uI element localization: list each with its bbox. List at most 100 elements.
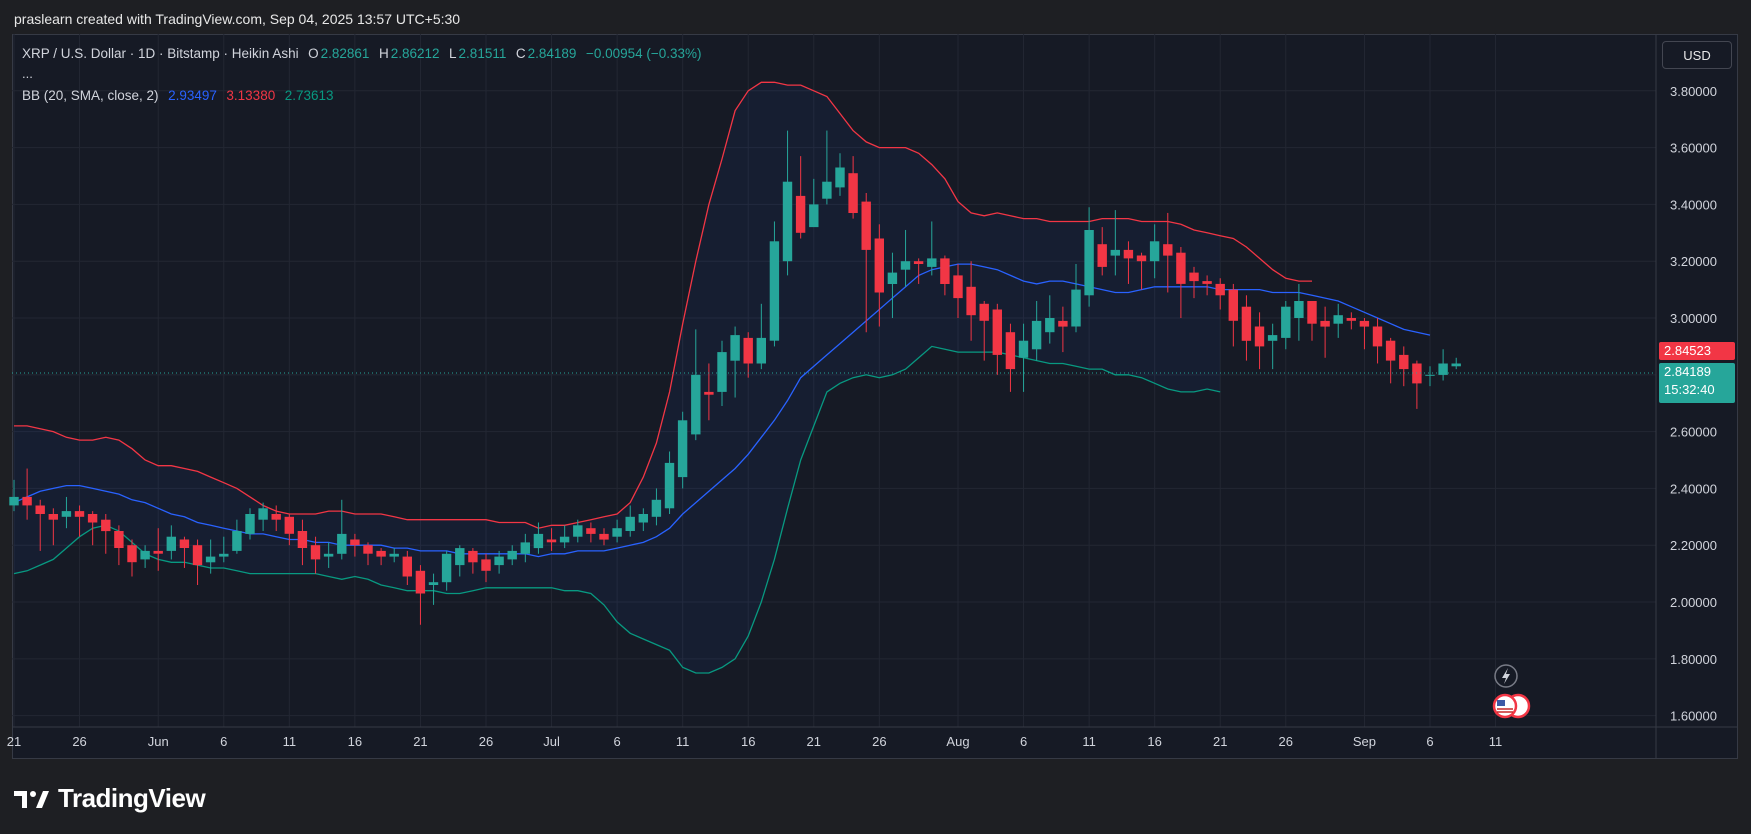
- candle: [428, 573, 439, 605]
- candle-body: [1320, 320, 1330, 327]
- price-tick-label: 3.60000: [1670, 141, 1717, 156]
- candle-body: [664, 462, 675, 509]
- symbol-legend[interactable]: XRP / U.S. Dollar · 1D · Bitstamp · Heik…: [22, 46, 704, 61]
- candle: [205, 539, 216, 574]
- candle: [402, 550, 412, 585]
- time-tick-label: 11: [283, 734, 297, 749]
- candle: [1281, 300, 1291, 350]
- candle: [376, 548, 386, 566]
- candle-body: [166, 536, 176, 551]
- candle: [795, 156, 806, 239]
- candle: [166, 525, 176, 560]
- candle: [1110, 210, 1120, 276]
- candle-body: [114, 531, 124, 548]
- candle: [559, 525, 570, 549]
- candle-body: [245, 514, 255, 534]
- candle-body: [1110, 249, 1120, 256]
- candle-body: [651, 499, 662, 517]
- candle: [1438, 349, 1448, 381]
- candle: [35, 499, 45, 551]
- candle-body: [232, 531, 242, 551]
- chart-panel[interactable]: [12, 34, 1738, 759]
- price-tick-label: 3.20000: [1670, 254, 1717, 269]
- candle-body: [1359, 320, 1370, 327]
- candle-body: [1084, 230, 1094, 296]
- candle-body: [1281, 306, 1291, 338]
- candlestick-series: [9, 130, 1461, 625]
- time-axis: 21 26 Jun 6 11 16 21 26 Jul 6 11 16 21 26 Aug 6 11 16 21 26…: [7, 734, 1503, 749]
- upper-price-tag: 2.84523: [1659, 342, 1735, 360]
- time-tick-label: 16: [1147, 734, 1161, 749]
- candle-body: [179, 539, 190, 548]
- candle: [1031, 300, 1042, 361]
- candle-body: [966, 286, 976, 316]
- candle-body: [376, 550, 386, 557]
- candle-body: [1058, 320, 1068, 327]
- candle-body: [979, 303, 989, 321]
- candle: [940, 255, 950, 296]
- candle-body: [494, 556, 504, 566]
- candle: [337, 499, 347, 560]
- time-tick-label: 11: [1082, 734, 1096, 749]
- candle: [1071, 264, 1081, 333]
- candle: [219, 536, 229, 563]
- candle-body: [1294, 301, 1304, 318]
- candle-body: [1307, 301, 1317, 324]
- high-value: 2.86212: [390, 46, 440, 61]
- candle: [638, 508, 648, 532]
- candle-body: [599, 533, 609, 540]
- candle-body: [1176, 252, 1186, 284]
- candle-body: [1123, 249, 1134, 259]
- candle: [1097, 227, 1107, 276]
- candle-body: [271, 514, 281, 520]
- candle-body: [1254, 326, 1265, 347]
- low-value: 2.81511: [458, 46, 507, 61]
- candle-body: [22, 496, 32, 506]
- price-tick-label: 1.80000: [1670, 652, 1717, 667]
- candle-body: [809, 204, 819, 228]
- currency-button[interactable]: USD: [1662, 41, 1732, 69]
- candle: [612, 519, 622, 543]
- candle: [455, 545, 465, 577]
- bollinger-legend[interactable]: BB (20, SMA, close, 2) 2.93497 3.13380 2…: [22, 88, 336, 103]
- close-label: C: [515, 46, 526, 61]
- time-tick-label: Sep: [1353, 734, 1376, 749]
- candle-body: [441, 553, 452, 583]
- tradingview-logo-icon: [14, 790, 49, 808]
- candle: [441, 550, 452, 591]
- change-value: −0.00954 (−0.33%): [585, 46, 702, 61]
- candle-body: [402, 556, 412, 577]
- bb-indicator-label[interactable]: BB (20, SMA, close, 2): [22, 88, 159, 103]
- candle-body: [953, 275, 963, 299]
- candle-body: [284, 516, 294, 534]
- candle: [887, 252, 898, 319]
- candle-body: [1031, 320, 1042, 350]
- candle: [586, 522, 596, 543]
- candle: [1215, 278, 1225, 310]
- candle: [481, 553, 491, 583]
- price-tick-label: 2.00000: [1670, 595, 1717, 610]
- flash-event-icon[interactable]: [1494, 664, 1518, 688]
- candle-body: [835, 167, 845, 188]
- candle: [717, 340, 727, 407]
- candle: [1385, 337, 1396, 384]
- symbol-title[interactable]: XRP / U.S. Dollar · 1D · Bitstamp · Heik…: [22, 46, 299, 61]
- candle-body: [874, 238, 884, 293]
- candle-body: [756, 337, 766, 364]
- candle-body: [520, 542, 530, 554]
- candle-body: [782, 181, 793, 262]
- candle-body: [1385, 340, 1396, 361]
- candle: [1372, 318, 1383, 364]
- candle: [677, 411, 688, 489]
- candle: [1163, 212, 1173, 293]
- candle-body: [848, 173, 858, 213]
- price-axis: 3.800003.600003.400003.200003.000002.800…: [1670, 84, 1717, 724]
- last-price-value: 2.84189: [1664, 364, 1711, 379]
- us-economic-event-icon[interactable]: [1492, 693, 1531, 719]
- candle: [966, 261, 976, 341]
- candle: [323, 542, 334, 568]
- candle: [468, 548, 478, 574]
- tradingview-logo[interactable]: TradingView: [14, 783, 206, 814]
- legend-more-button[interactable]: ...: [22, 66, 33, 81]
